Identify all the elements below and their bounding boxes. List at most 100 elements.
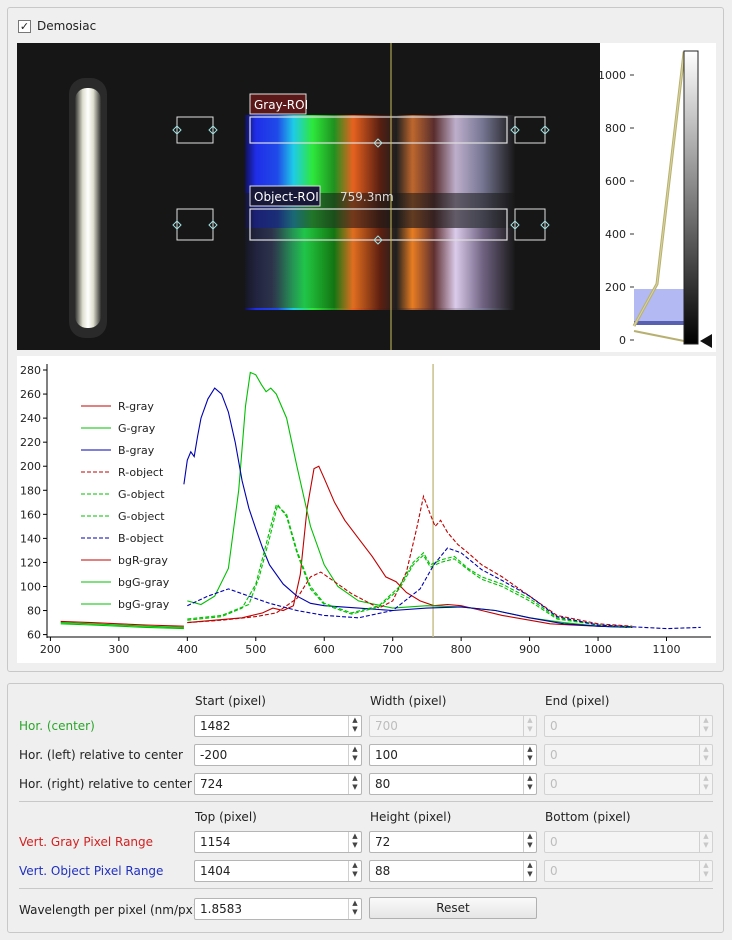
spinbox-value[interactable]: 100 <box>375 748 398 762</box>
vert-gray-label: Vert. Gray Pixel Range <box>19 835 154 849</box>
header-end: End (pixel) <box>545 694 610 708</box>
spin-arrows-icon[interactable]: ▲ ▼ <box>348 716 361 736</box>
spin-arrows-icon[interactable]: ▲ ▼ <box>348 899 361 919</box>
x-tick-label: 600 <box>314 643 335 656</box>
hor-center-start-spinbox[interactable]: 1482 ▲ ▼ <box>194 715 362 737</box>
vert-object-label: Vert. Object Pixel Range <box>19 864 164 878</box>
separator <box>19 888 713 889</box>
spin-arrows-icon[interactable]: ▲ ▼ <box>348 832 361 852</box>
spin-arrows-icon: ▲ ▼ <box>523 716 536 736</box>
demosaic-label: Demosiac <box>37 19 97 33</box>
hor-left-width-spinbox[interactable]: 100 ▲ ▼ <box>369 744 537 766</box>
spinbox-value[interactable]: 1482 <box>200 719 231 733</box>
spinbox-value[interactable]: 80 <box>375 777 391 791</box>
spinbox-value[interactable]: 72 <box>375 835 391 849</box>
spin-arrows-icon: ▲ ▼ <box>699 745 712 765</box>
spinbox-value[interactable]: 88 <box>375 864 391 878</box>
y-tick-label: 60 <box>27 629 41 642</box>
wavelength-readout: 759.3nm <box>340 190 394 204</box>
spin-arrows-icon[interactable]: ▲ ▼ <box>348 745 361 765</box>
legend-label: R-gray <box>118 400 154 413</box>
series-line-g-object <box>187 503 633 628</box>
spinbox-value[interactable]: -200 <box>200 748 228 762</box>
header-top: Top (pixel) <box>195 810 257 824</box>
object-roi-label[interactable]: Object-ROI <box>254 190 319 204</box>
spin-arrows-icon: ▲ ▼ <box>699 716 712 736</box>
y-tick-label: 180 <box>20 484 41 497</box>
spin-arrows-icon[interactable]: ▲ ▼ <box>523 745 536 765</box>
demosaic-checkbox[interactable]: ✓ Demosiac <box>18 19 96 33</box>
histogram-tick: 600 <box>605 175 626 188</box>
legend-label: R-object <box>118 466 164 479</box>
spinbox-value: 0 <box>550 748 558 762</box>
x-tick-label: 900 <box>519 643 540 656</box>
spinbox-value[interactable]: 1154 <box>200 835 231 849</box>
camera-view[interactable]: Gray-ROI Object-ROI 759.3nm <box>17 43 600 350</box>
legend-label: B-gray <box>118 444 155 457</box>
spin-arrows-icon: ▲ ▼ <box>699 832 712 852</box>
hor-right-width-spinbox[interactable]: 80 ▲ ▼ <box>369 773 537 795</box>
y-tick-label: 100 <box>20 580 41 593</box>
y-tick-label: 160 <box>20 508 41 521</box>
vert-gray-height-spinbox[interactable]: 72 ▲ ▼ <box>369 831 537 853</box>
settings-panel: Start (pixel) Width (pixel) End (pixel) … <box>7 683 724 933</box>
hor-left-label: Hor. (left) relative to center <box>19 748 183 762</box>
vert-gray-top-spinbox[interactable]: 1154 ▲ ▼ <box>194 831 362 853</box>
series-line-g-object <box>187 503 633 628</box>
spinbox-value: 0 <box>550 864 558 878</box>
legend-label: G-object <box>118 488 165 501</box>
series-line-r-gray <box>187 465 633 628</box>
demosaic-checkmark[interactable]: ✓ <box>18 19 31 33</box>
header-height: Height (pixel) <box>370 810 452 824</box>
x-tick-label: 800 <box>451 643 472 656</box>
hor-left-end-spinbox: 0 ▲ ▼ <box>544 744 713 766</box>
x-tick-label: 200 <box>40 643 61 656</box>
legend-label: bgG-gray <box>118 598 170 611</box>
legend-label: G-gray <box>118 422 156 435</box>
y-tick-label: 260 <box>20 388 41 401</box>
hor-left-start-spinbox[interactable]: -200 ▲ ▼ <box>194 744 362 766</box>
header-start: Start (pixel) <box>195 694 266 708</box>
x-tick-label: 400 <box>177 643 198 656</box>
vert-object-height-spinbox[interactable]: 88 ▲ ▼ <box>369 860 537 882</box>
spin-arrows-icon[interactable]: ▲ ▼ <box>523 861 536 881</box>
series-line-bgg-gray <box>60 622 184 628</box>
y-tick-label: 280 <box>20 364 41 377</box>
x-tick-label: 700 <box>382 643 403 656</box>
spectrum-plot[interactable]: 60 80 100 120 140 160 180 200 220 240 260 280 200 300… <box>17 356 716 663</box>
y-tick-label: 220 <box>20 436 41 449</box>
histogram-tick: 0 <box>619 334 626 347</box>
spinbox-value[interactable]: 1404 <box>200 864 231 878</box>
spinbox-value[interactable]: 1.8583 <box>200 902 242 916</box>
hor-right-label: Hor. (right) relative to center <box>19 777 192 791</box>
gray-roi-label[interactable]: Gray-ROI <box>254 98 309 112</box>
header-bottom: Bottom (pixel) <box>545 810 631 824</box>
y-tick-label: 200 <box>20 460 41 473</box>
x-tick-label: 1100 <box>653 643 681 656</box>
spin-arrows-icon[interactable]: ▲ ▼ <box>348 774 361 794</box>
spin-arrows-icon[interactable]: ▲ ▼ <box>523 774 536 794</box>
histogram-level-handle <box>700 334 712 348</box>
x-tick-label: 300 <box>108 643 129 656</box>
hor-center-label: Hor. (center) <box>19 719 95 733</box>
preview-panel: ✓ Demosiac <box>7 7 724 672</box>
spin-arrows-icon[interactable]: ▲ ▼ <box>523 832 536 852</box>
series-line-b-gray <box>183 387 633 628</box>
spinbox-value[interactable]: 724 <box>200 777 223 791</box>
reset-button[interactable]: Reset <box>369 897 537 919</box>
series-line-bgg-gray <box>60 623 184 630</box>
wavelength-label: Wavelength per pixel (nm/px) <box>19 903 198 917</box>
histogram-tick: 800 <box>605 122 626 135</box>
spin-arrows-icon[interactable]: ▲ ▼ <box>348 861 361 881</box>
histogram-widget[interactable]: 1000 800 600 400 200 0 <box>598 43 716 352</box>
spin-arrows-icon: ▲ ▼ <box>699 774 712 794</box>
x-tick-label: 1000 <box>584 643 612 656</box>
spin-arrows-icon: ▲ ▼ <box>699 861 712 881</box>
y-tick-label: 80 <box>27 605 41 618</box>
wavelength-spinbox[interactable]: 1.8583 ▲ ▼ <box>194 898 362 920</box>
spinbox-value: 0 <box>550 777 558 791</box>
spinbox-value: 0 <box>550 835 558 849</box>
hor-right-start-spinbox[interactable]: 724 ▲ ▼ <box>194 773 362 795</box>
hor-center-end-spinbox: 0 ▲ ▼ <box>544 715 713 737</box>
vert-object-top-spinbox[interactable]: 1404 ▲ ▼ <box>194 860 362 882</box>
